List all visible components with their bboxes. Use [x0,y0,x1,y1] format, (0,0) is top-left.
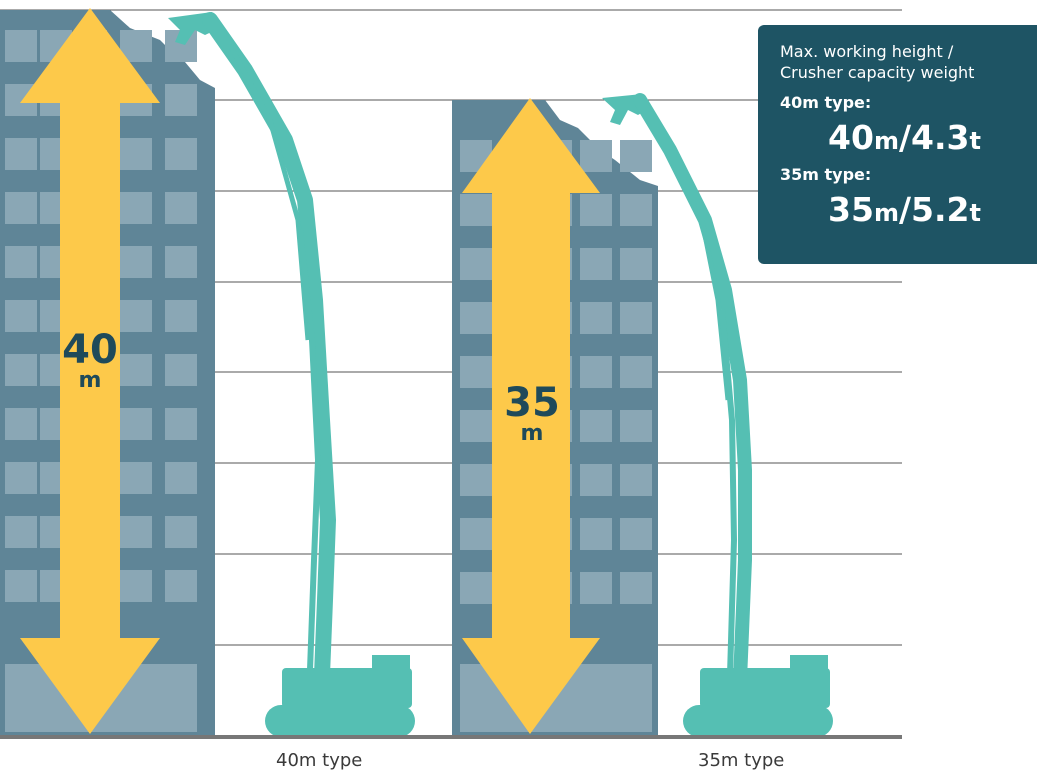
building-window [120,300,152,332]
building-window [580,248,612,280]
building-window [165,84,197,116]
building-window [580,464,612,496]
building-window [120,354,152,386]
building-window [165,192,197,224]
spec-weight-unit: t [969,199,981,227]
spec-weight: 5.2 [911,190,970,229]
building-window [620,302,652,334]
building-window [460,248,492,280]
ground-line [0,735,902,739]
building-window [120,246,152,278]
building-window [120,192,152,224]
spec-separator: / [898,118,912,157]
building-window [5,408,37,440]
building-window [460,464,492,496]
building-window [620,248,652,280]
building-window [580,194,612,226]
height-unit: m [520,421,544,446]
building-window [5,138,37,170]
building-window [120,408,152,440]
building-window [580,356,612,388]
building-window [5,300,37,332]
demolition-machine-icon [602,93,833,737]
building-window [165,408,197,440]
height-value: 35 [504,380,560,426]
spec-weight: 4.3 [911,118,970,157]
building-window [120,138,152,170]
building-window [620,464,652,496]
building-window [580,410,612,442]
building-window [5,516,37,548]
building-window [620,410,652,442]
height-label-35m: 35 m [504,383,560,445]
building-window [5,192,37,224]
building-window [5,30,37,62]
building-window [460,356,492,388]
building-window [165,462,197,494]
building-window [460,518,492,550]
spec-heading-line1: Max. working height / [780,42,954,61]
building-window [165,246,197,278]
spec-type-label: 35m type: [780,165,872,184]
building-window [120,516,152,548]
spec-box: Max. working height / Crusher capacity w… [758,25,1037,264]
building-window [165,516,197,548]
building-window [165,300,197,332]
spec-weight-unit: t [969,127,981,155]
building-window [460,302,492,334]
building-window [165,138,197,170]
spec-value: 40m/4.3t [780,120,1037,159]
building-window [5,246,37,278]
building-window [620,194,652,226]
building-window [460,194,492,226]
spec-height: 40 [828,118,874,157]
building-window [5,570,37,602]
building-window [580,302,612,334]
building-window [460,410,492,442]
building-window [580,140,612,172]
building-window [120,570,152,602]
building-window [580,518,612,550]
building-window [165,354,197,386]
spec-height-unit: m [873,199,899,227]
caption-40m-type: 40m type [276,750,363,771]
building-window [5,462,37,494]
spec-heading-line2: Crusher capacity weight [780,63,975,82]
building-window [620,572,652,604]
height-arrow-icon [20,8,160,734]
building-window [165,570,197,602]
spec-height-unit: m [873,127,899,155]
height-label-40m: 40 m [62,330,118,392]
building-window [580,572,612,604]
height-unit: m [78,368,102,393]
building-window [620,518,652,550]
building-window [120,462,152,494]
spec-height: 35 [828,190,874,229]
building-window [620,140,652,172]
height-value: 40 [62,327,118,373]
building-window [5,354,37,386]
building-window [620,356,652,388]
building-window [460,572,492,604]
spec-type-label: 40m type: [780,93,872,112]
spec-separator: / [898,190,912,229]
spec-value: 35m/5.2t [780,192,1037,231]
caption-35m-type: 35m type [698,750,785,771]
height-arrow-icon [462,98,600,734]
demolition-machine-icon [168,12,415,737]
